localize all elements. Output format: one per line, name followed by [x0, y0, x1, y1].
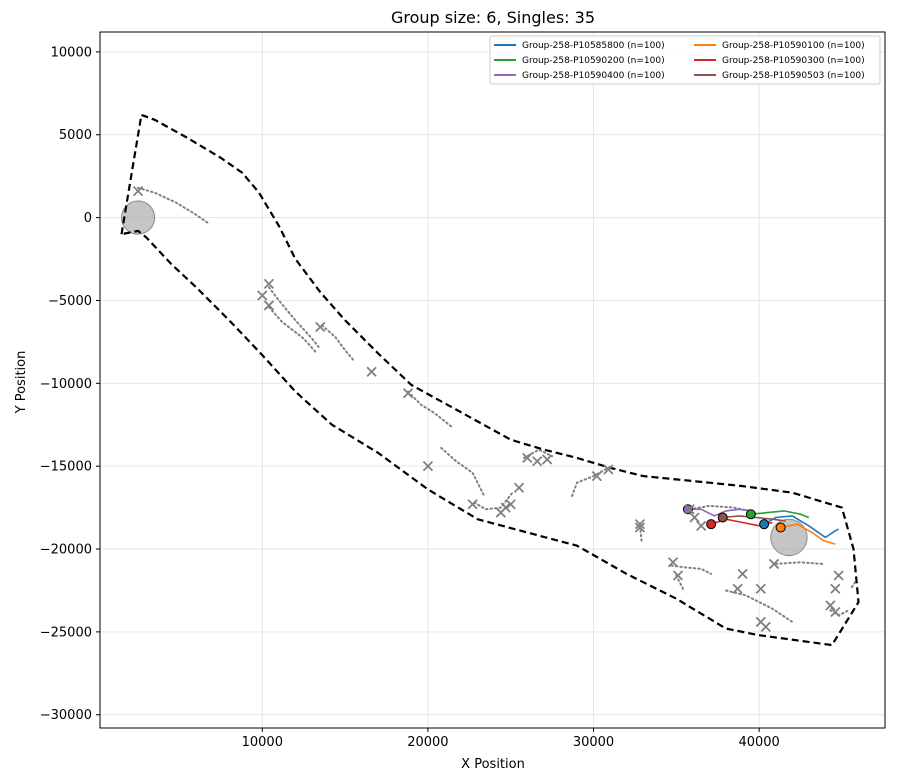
legend-label: Group-258-P10585800 (n=100) [522, 41, 665, 51]
single-trajectory [267, 306, 318, 355]
single-end-marker [542, 454, 553, 465]
y-tick-label: −20000 [40, 543, 92, 558]
legend-label: Group-258-P10590300 (n=100) [722, 56, 865, 66]
y-axis-title: Y Position [14, 351, 29, 415]
y-tick-label: 5000 [59, 128, 92, 143]
series-start-point [706, 519, 717, 530]
series-line [750, 510, 810, 519]
single-trajectory [725, 589, 794, 623]
single-trajectory [320, 324, 355, 362]
single-end-marker [263, 278, 275, 290]
single-end-marker [402, 388, 414, 399]
single-end-marker [684, 504, 695, 515]
y-tick-label: −10000 [40, 377, 92, 392]
legend-label: Group-258-P10590200 (n=100) [522, 56, 665, 66]
x-tick-label: 10000 [242, 735, 283, 750]
end-zone [770, 518, 808, 557]
legend-label: Group-258-P10590503 (n=100) [722, 71, 865, 81]
single-trajectory [774, 561, 824, 565]
boundary-line [120, 113, 860, 647]
series-start-point [682, 504, 693, 515]
group-series [682, 504, 839, 545]
boundary [120, 113, 860, 647]
single-end-marker [532, 456, 543, 467]
x-tick-label: 30000 [573, 735, 614, 750]
y-tick-label: −30000 [40, 708, 92, 723]
single-end-marker [667, 557, 679, 568]
single-trajectory [670, 564, 713, 575]
x-axis-title: X Position [461, 757, 525, 772]
single-end-marker [760, 621, 771, 633]
single-end-marker [768, 558, 780, 570]
single-trajectory [267, 286, 320, 348]
plot-frame [99, 31, 886, 729]
single-end-marker [830, 583, 841, 594]
y-tick-label: −15000 [40, 460, 92, 475]
legend-label: Group-258-P10590100 (n=100) [722, 41, 865, 51]
single-end-marker [315, 321, 326, 333]
series-line [763, 515, 839, 539]
chart-title: Group size: 6, Singles: 35 [391, 8, 595, 27]
start-zone [121, 200, 156, 235]
single-end-marker [732, 583, 743, 594]
single-end-marker [500, 502, 511, 513]
single-end-marker [696, 520, 707, 531]
single-end-marker [591, 470, 602, 482]
single-end-marker [634, 519, 646, 530]
single-end-marker [366, 366, 377, 377]
single-end-marker [672, 570, 684, 581]
singles-end-markers [132, 185, 844, 633]
single-end-marker [737, 568, 748, 580]
single-trajectory [440, 446, 486, 497]
x-tick-label: 20000 [407, 735, 448, 750]
y-tick-label: −25000 [40, 625, 92, 640]
y-tick-label: 0 [84, 211, 92, 226]
series-start-point [745, 509, 756, 520]
single-end-marker [830, 606, 841, 618]
single-end-marker [833, 570, 844, 581]
series-line [780, 523, 836, 545]
single-end-marker [257, 290, 268, 301]
single-end-marker [422, 461, 434, 472]
single-trajectory [675, 574, 684, 590]
single-trajectory [137, 186, 209, 224]
y-tick-label: 10000 [51, 45, 92, 60]
single-end-marker [634, 522, 646, 533]
series-start-point [775, 522, 786, 533]
single-end-marker [755, 583, 766, 594]
series-start-point [717, 512, 728, 523]
x-tick-label: 40000 [738, 735, 779, 750]
axis-ticks: 10000 20000 30000 40000 −30000 −25000 −20000 −1… [40, 45, 780, 750]
series-line [722, 515, 786, 522]
single-end-marker [263, 300, 275, 311]
single-end-marker [132, 185, 144, 197]
series-start-point [759, 519, 770, 530]
y-tick-label: −5000 [48, 294, 92, 309]
legend-box [489, 35, 881, 85]
legend-label: Group-258-P10590400 (n=100) [522, 71, 665, 81]
single-trajectory [850, 581, 857, 589]
single-end-marker [689, 512, 700, 523]
single-end-marker [467, 499, 478, 510]
single-end-marker [603, 464, 614, 475]
single-end-marker [505, 499, 516, 510]
single-end-marker [513, 482, 525, 493]
single-trajectory [407, 390, 453, 428]
single-end-marker [522, 452, 533, 464]
single-end-marker [825, 600, 836, 611]
legend: Group-258-P10585800 (n=100) Group-258-P10… [489, 35, 881, 85]
